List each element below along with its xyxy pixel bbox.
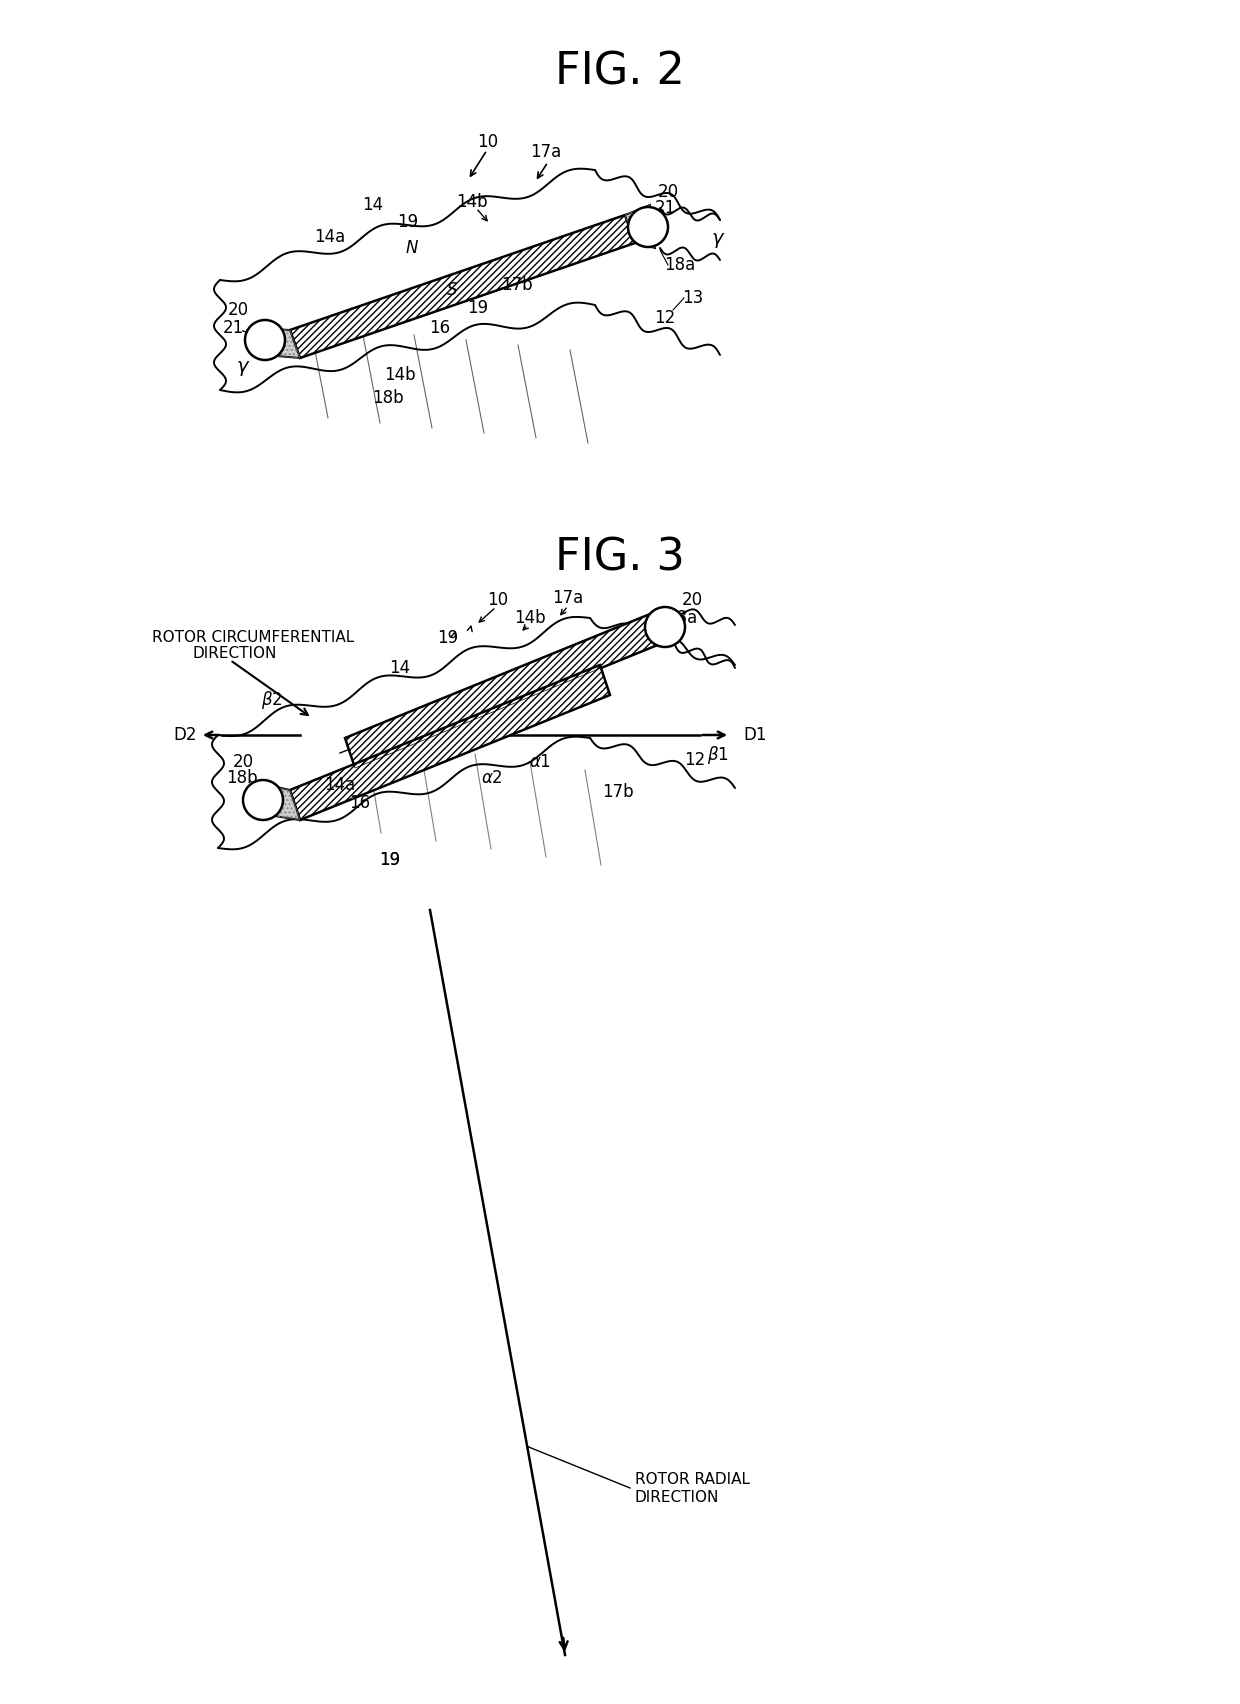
Text: 20: 20 <box>227 302 248 319</box>
Circle shape <box>645 607 684 648</box>
Text: 18b: 18b <box>226 769 258 787</box>
Polygon shape <box>260 784 300 820</box>
Polygon shape <box>345 612 665 769</box>
Text: $\gamma$: $\gamma$ <box>236 358 250 378</box>
Text: FIG. 3: FIG. 3 <box>556 537 684 579</box>
Text: 18a: 18a <box>665 256 696 274</box>
Text: ROTOR CIRCUMFERENTIAL: ROTOR CIRCUMFERENTIAL <box>153 629 355 644</box>
Text: 17a: 17a <box>552 590 584 607</box>
Text: ROTOR RADIAL: ROTOR RADIAL <box>635 1472 750 1488</box>
Text: 21: 21 <box>222 319 243 337</box>
Text: 18a: 18a <box>666 608 698 627</box>
Circle shape <box>246 320 285 360</box>
Text: 16: 16 <box>350 794 371 813</box>
Polygon shape <box>290 215 635 358</box>
Text: 17b: 17b <box>501 276 533 295</box>
Text: 20: 20 <box>232 753 253 770</box>
Text: 20: 20 <box>682 591 703 608</box>
Text: 14a: 14a <box>315 228 346 245</box>
Text: 16: 16 <box>429 319 450 337</box>
Polygon shape <box>290 665 610 820</box>
Text: 20: 20 <box>657 182 678 201</box>
Text: $\gamma$: $\gamma$ <box>711 230 725 249</box>
Text: $\beta$2: $\beta$2 <box>262 688 283 711</box>
Text: 12: 12 <box>655 308 676 327</box>
Text: 14: 14 <box>362 196 383 215</box>
Polygon shape <box>625 204 655 249</box>
Text: 14b: 14b <box>456 193 487 211</box>
Text: 19: 19 <box>379 850 401 869</box>
Text: 14b: 14b <box>515 608 546 627</box>
Text: DIRECTION: DIRECTION <box>193 646 278 661</box>
Text: 14b: 14b <box>384 366 415 383</box>
Text: $\alpha$1: $\alpha$1 <box>529 753 551 770</box>
Polygon shape <box>258 327 300 358</box>
Text: 13: 13 <box>682 290 703 307</box>
Text: 19: 19 <box>398 213 419 232</box>
Text: 19: 19 <box>467 298 489 317</box>
Circle shape <box>243 780 283 820</box>
Text: DIRECTION: DIRECTION <box>635 1491 719 1506</box>
Text: 21: 21 <box>655 199 676 216</box>
Text: 19: 19 <box>379 850 401 869</box>
Text: 10: 10 <box>487 591 508 608</box>
Text: FIG. 2: FIG. 2 <box>556 51 684 94</box>
Polygon shape <box>655 608 672 646</box>
Text: $\alpha$2: $\alpha$2 <box>481 769 503 787</box>
Text: 10: 10 <box>477 133 498 152</box>
Circle shape <box>627 206 668 247</box>
Text: 14a: 14a <box>325 775 356 794</box>
Text: D2: D2 <box>174 726 197 745</box>
Text: 17b: 17b <box>603 784 634 801</box>
Text: 17a: 17a <box>531 143 562 160</box>
Text: D1: D1 <box>743 726 766 745</box>
Text: 19: 19 <box>438 629 459 648</box>
Text: S: S <box>446 281 458 298</box>
Text: $\beta$1: $\beta$1 <box>707 745 729 767</box>
Text: 18b: 18b <box>372 389 404 407</box>
Text: 12: 12 <box>684 751 706 769</box>
Text: 14: 14 <box>389 659 410 676</box>
Text: N: N <box>405 239 418 257</box>
